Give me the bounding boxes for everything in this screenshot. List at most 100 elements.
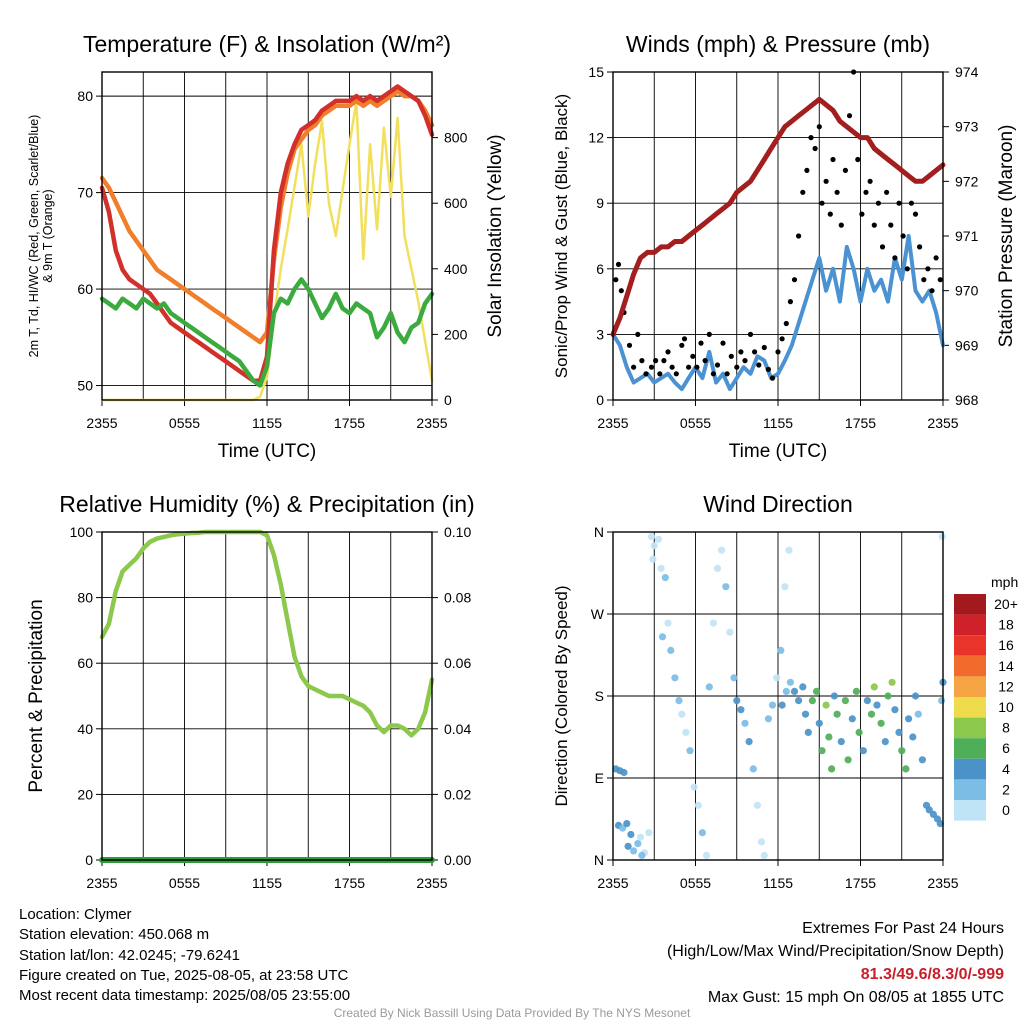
panel-2: 2355 0555 1155 1755 2355 Winds (mph) & Pressu… bbox=[552, 31, 1017, 462]
direction-point bbox=[891, 706, 899, 714]
gust-point bbox=[657, 371, 663, 377]
x-tick-label: 1755 bbox=[845, 415, 876, 431]
x-tick-label: 2355 bbox=[86, 415, 117, 431]
x-tick-label: 2355 bbox=[86, 875, 117, 891]
y2-tick-label: 970 bbox=[955, 283, 979, 299]
direction-point bbox=[841, 697, 850, 705]
gust-point bbox=[846, 113, 853, 119]
gust-point bbox=[618, 288, 624, 294]
y-axis-label: Direction (Colored By Speed) bbox=[552, 585, 571, 806]
direction-point bbox=[709, 619, 718, 627]
legend-swatch bbox=[954, 614, 986, 636]
legend-swatch bbox=[954, 800, 986, 821]
extremes-subtitle: (High/Low/Max Wind/Precipitation/Snow De… bbox=[666, 943, 1004, 960]
direction-point bbox=[654, 535, 663, 543]
y2-tick-label: 0.04 bbox=[444, 721, 471, 737]
y-tick-label: 9 bbox=[596, 195, 604, 211]
direction-point bbox=[881, 738, 889, 746]
station-info: Location: Clymer Station elevation: 450.… bbox=[19, 905, 350, 1006]
gust-point bbox=[838, 222, 844, 228]
gust-point bbox=[765, 366, 772, 372]
direction-point bbox=[733, 697, 741, 705]
panel-title: Winds (mph) & Pressure (mb) bbox=[626, 31, 930, 57]
x-tick-label: 1155 bbox=[763, 415, 793, 431]
direction-point bbox=[722, 583, 730, 591]
gust-point bbox=[867, 178, 873, 184]
direction-point bbox=[661, 574, 669, 582]
legend-label: 6 bbox=[1002, 740, 1010, 756]
gust-point bbox=[925, 266, 931, 272]
plot-frame bbox=[101, 531, 433, 861]
direction-point bbox=[828, 765, 836, 773]
gust-point bbox=[863, 189, 869, 195]
gust-point bbox=[842, 167, 849, 173]
gust-point bbox=[626, 342, 633, 348]
direction-point bbox=[619, 824, 627, 832]
gust-point bbox=[653, 358, 659, 364]
plot-frame bbox=[612, 531, 944, 861]
gust-point bbox=[710, 371, 717, 377]
y2-tick-label: 0.00 bbox=[444, 852, 471, 868]
direction-point bbox=[777, 646, 785, 655]
plot-frame bbox=[612, 71, 944, 401]
direction-point bbox=[745, 738, 753, 746]
x-tick-label: 2355 bbox=[597, 875, 628, 891]
direction-point bbox=[929, 810, 938, 819]
speed-legend: mph 20+ 18 16 14 12 10 8 6 4 2 0 bbox=[954, 574, 1018, 821]
direction-point bbox=[870, 683, 878, 691]
direction-point bbox=[650, 542, 658, 550]
x-tick-label: 1755 bbox=[334, 415, 365, 431]
gust-point bbox=[892, 255, 898, 261]
station-location: Location: Clymer bbox=[19, 906, 132, 923]
direction-point bbox=[859, 747, 867, 755]
direction-point bbox=[694, 801, 702, 809]
direction-point bbox=[895, 728, 903, 737]
gust-point bbox=[756, 362, 762, 368]
panel-4: 2355 0555 1155 1755 2355 Wind Direction N E S W N D… bbox=[552, 491, 1018, 891]
gust-point bbox=[855, 156, 861, 163]
gust-point bbox=[796, 233, 802, 239]
gust-point bbox=[804, 167, 810, 173]
figure-created: Figure created on Tue, 2025-08-05, at 23… bbox=[19, 966, 349, 984]
legend-label: 8 bbox=[1002, 720, 1010, 736]
direction-point bbox=[936, 820, 944, 828]
direction-point bbox=[657, 564, 665, 573]
y-tick-label: 12 bbox=[588, 130, 604, 146]
x-tick-label: 0555 bbox=[169, 875, 200, 891]
gust-point bbox=[900, 233, 906, 239]
direction-point bbox=[678, 710, 686, 718]
legend-label: 14 bbox=[998, 658, 1014, 674]
y-tick-label: 70 bbox=[77, 185, 93, 201]
gust-point bbox=[912, 211, 919, 217]
direction-point bbox=[863, 697, 872, 705]
gust-point bbox=[698, 340, 704, 346]
direction-point bbox=[737, 706, 745, 714]
direction-point bbox=[658, 633, 667, 641]
direction-point bbox=[911, 692, 920, 700]
direction-point bbox=[620, 768, 628, 777]
y-axis-label: Sonic/Prop Wind & Gust (Blue, Black) bbox=[552, 94, 571, 378]
y-tick-label: 60 bbox=[77, 655, 93, 671]
direction-point bbox=[718, 546, 726, 554]
direction-point bbox=[667, 646, 675, 655]
gust-point bbox=[665, 349, 671, 355]
gust-point bbox=[783, 320, 789, 327]
direction-point bbox=[812, 687, 821, 696]
gust-point bbox=[871, 222, 877, 228]
direction-point bbox=[698, 829, 707, 837]
direction-point bbox=[938, 697, 946, 705]
legend-swatch bbox=[954, 635, 986, 656]
gust-point bbox=[929, 288, 935, 294]
gust-point bbox=[933, 255, 939, 261]
direction-point bbox=[671, 674, 679, 682]
gust-point bbox=[724, 371, 730, 377]
legend-swatch bbox=[954, 779, 986, 800]
direction-point bbox=[647, 533, 656, 541]
direction-point bbox=[781, 583, 789, 591]
direction-point bbox=[649, 555, 657, 563]
direction-point bbox=[636, 833, 645, 841]
gust-point bbox=[800, 189, 806, 195]
panel-title: Relative Humidity (%) & Precipitation (i… bbox=[59, 491, 474, 517]
legend-swatch bbox=[954, 676, 986, 697]
y2-tick-label: 0 bbox=[444, 392, 452, 408]
